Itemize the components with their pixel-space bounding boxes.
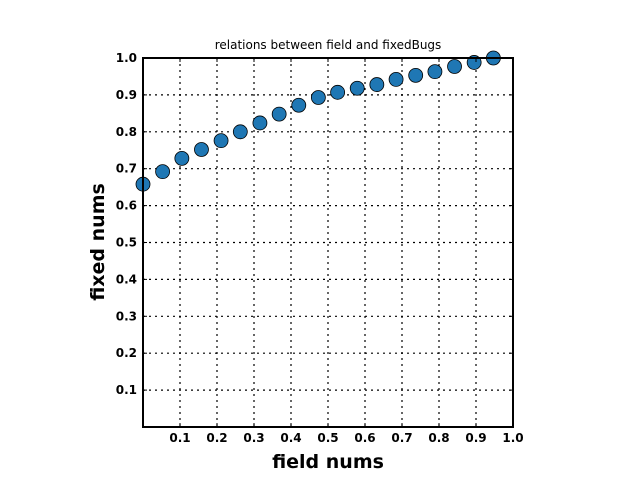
- x-tick-label: 0.9: [465, 431, 486, 445]
- y-tick-label: 0.3: [116, 309, 137, 323]
- x-axis-label: field nums: [272, 451, 384, 473]
- x-tick-label: 0.7: [391, 431, 412, 445]
- y-tick-label: 0.5: [116, 236, 137, 250]
- data-point: [174, 150, 190, 166]
- y-axis-label: fixed nums: [87, 183, 109, 301]
- data-point: [213, 133, 229, 149]
- data-point: [252, 115, 268, 131]
- y-tick-labels: 0.1 0.2 0.3 0.4 0.5 0.6 0.7 0.8 0.9 1.0: [116, 51, 137, 397]
- data-point: [155, 164, 171, 180]
- y-tick-label: 0.9: [116, 88, 137, 102]
- data-point: [291, 97, 307, 113]
- data-point: [427, 64, 443, 80]
- y-tick-label: 0.7: [116, 162, 137, 176]
- data-points: [135, 50, 501, 192]
- data-point: [408, 67, 424, 83]
- y-tick-label: 0.2: [116, 346, 137, 360]
- x-tick-label: 0.2: [206, 431, 227, 445]
- y-tick-label: 0.6: [116, 199, 137, 213]
- grid: [143, 57, 514, 427]
- y-tick-label: 1.0: [116, 51, 137, 65]
- data-point: [369, 77, 385, 92]
- data-point: [349, 80, 365, 96]
- data-point: [310, 90, 326, 105]
- y-tick-label: 0.1: [116, 383, 137, 397]
- data-point: [447, 59, 462, 74]
- x-tick-label: 0.8: [428, 431, 449, 445]
- y-tick-label: 0.8: [116, 125, 137, 139]
- axis-ticks: [143, 57, 514, 427]
- x-tick-label: 0.5: [317, 431, 338, 445]
- y-tick-label: 0.4: [116, 272, 137, 286]
- x-tick-label: 0.4: [280, 431, 301, 445]
- x-tick-label: 0.1: [169, 431, 190, 445]
- x-tick-label: 0.3: [243, 431, 264, 445]
- x-tick-label: 1.0: [502, 431, 523, 445]
- data-point: [388, 72, 404, 87]
- x-tick-label: 0.6: [354, 431, 375, 445]
- data-point: [232, 124, 248, 140]
- chart-title: relations between field and fixedBugs: [215, 38, 442, 52]
- data-point: [330, 84, 346, 100]
- data-point: [271, 106, 287, 122]
- data-point: [194, 142, 209, 157]
- x-tick-labels: 0.1 0.2 0.3 0.4 0.5 0.6 0.7 0.8 0.9 1.0: [169, 431, 523, 445]
